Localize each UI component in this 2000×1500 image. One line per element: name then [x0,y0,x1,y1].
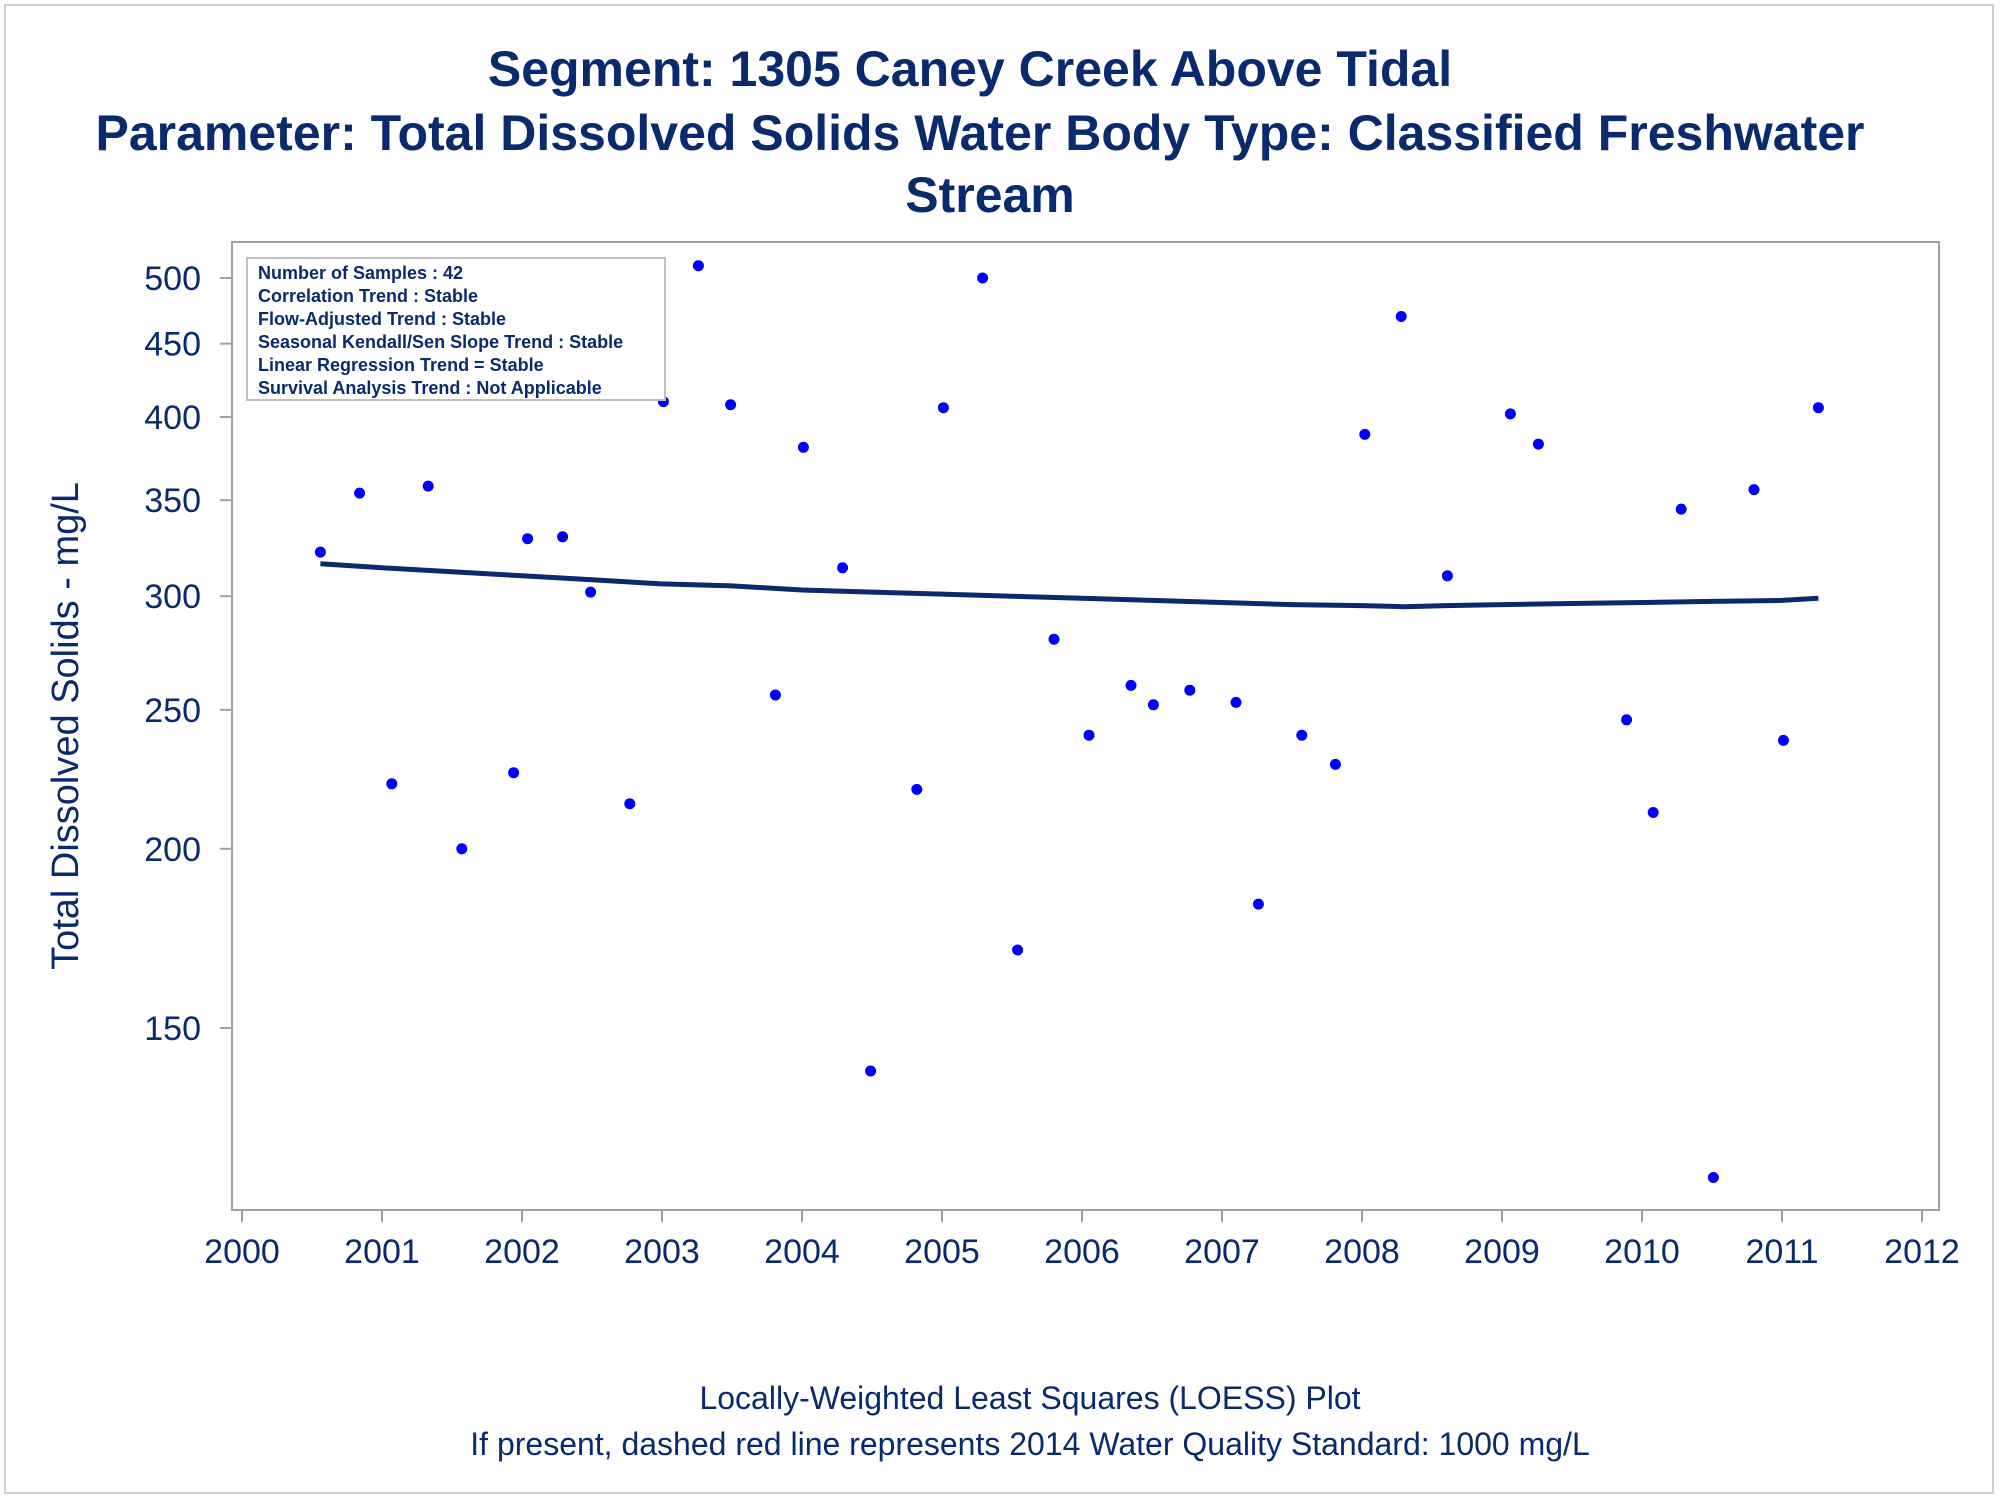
x-tick-label: 2008 [1324,1233,1400,1271]
data-point [1647,807,1659,818]
data-point [1230,696,1242,708]
data-point [911,783,923,795]
x-tick-label: 2000 [204,1233,280,1271]
y-tick-label: 450 [144,326,201,364]
stats-line: Correlation Trend : Stable [258,286,478,306]
x-tick-label: 2007 [1184,1233,1260,1271]
chart-title-stream: Stream [905,167,1075,223]
stats-line: Seasonal Kendall/Sen Slope Trend : Stabl… [258,332,623,352]
y-tick-label: 300 [144,578,201,616]
data-point [1296,729,1308,741]
data-point [937,402,949,414]
loess-line-group [320,561,1819,610]
footnote-standard: If present, dashed red line represents 2… [470,1426,1590,1462]
data-point [1329,758,1341,770]
y-axis-title: Total Dissolved Solids - mg/L [45,482,87,970]
chart-title-segment: Segment: 1305 Caney Creek Above Tidal [487,41,1453,97]
stats-line: Survival Analysis Trend : Not Applicable [258,378,602,398]
figure-frame [4,4,1994,1494]
data-point [314,546,326,558]
x-tick-label: 2006 [1044,1233,1120,1271]
data-point [1441,570,1453,582]
data-point [1252,898,1264,910]
data-point [1621,714,1633,726]
x-tick-label: 2004 [764,1233,840,1271]
y-tick-label: 400 [144,399,201,437]
data-point [797,441,809,453]
x-tick-label: 2012 [1884,1233,1960,1271]
data-point [585,586,597,598]
data-point [1395,311,1407,322]
data-point [354,487,366,499]
data-point [1184,684,1196,696]
stats-line: Number of Samples : 42 [258,263,463,283]
plot-area-frame [231,241,1940,1211]
data-point [1048,633,1060,645]
data-point [1504,408,1516,420]
data-point [769,689,781,701]
data-point [1125,679,1137,691]
data-point [692,260,704,272]
data-point [1748,484,1760,496]
data-point [1012,944,1024,956]
data-point [725,399,737,411]
y-axis: 150 200 250 300 350 400 450 500 [144,260,232,1048]
y-tick-label: 150 [144,1010,201,1048]
footnote-loess: Locally-Weighted Least Squares (LOESS) P… [699,1380,1361,1416]
data-points [314,260,1824,1183]
data-point [1707,1172,1719,1183]
y-tick-label: 250 [144,692,201,730]
data-point [508,767,520,779]
loess-line [320,561,1819,610]
x-tick-label: 2005 [904,1233,980,1271]
chart-title-parameter: Parameter: Total Dissolved Solids Water … [95,105,1865,161]
data-point [1777,734,1789,746]
stats-line: Flow-Adjusted Trend : Stable [258,309,506,329]
data-point [422,480,434,492]
y-tick-label: 350 [144,482,201,520]
x-tick-label: 2001 [344,1233,420,1271]
y-tick-label: 200 [144,831,201,869]
data-point [865,1065,877,1077]
x-tick-label: 2003 [624,1233,700,1271]
data-point [1147,699,1159,711]
stats-line: Linear Regression Trend = Stable [258,355,544,375]
data-point [522,533,534,545]
data-point [386,778,398,790]
data-point [1359,428,1371,440]
data-point [456,843,468,855]
x-tick-label: 2010 [1604,1233,1680,1271]
data-point [557,531,569,543]
x-tick-label: 2011 [1745,1233,1818,1271]
stats-box: Number of Samples : 42 Correlation Trend … [246,257,666,401]
x-tick-label: 2009 [1464,1233,1540,1271]
data-point [837,562,849,574]
x-tick-label: 2002 [484,1233,560,1271]
data-point [624,798,636,810]
data-point [977,272,989,284]
data-point [1083,729,1095,741]
y-tick-label: 500 [144,260,201,298]
data-point [1812,402,1824,414]
data-point [1675,503,1687,515]
x-axis: 2000 2001 2002 2003 2004 2005 2006 2007 2008 2009… [204,1210,1960,1271]
data-point [1532,438,1544,450]
stats-box-border [246,257,666,401]
